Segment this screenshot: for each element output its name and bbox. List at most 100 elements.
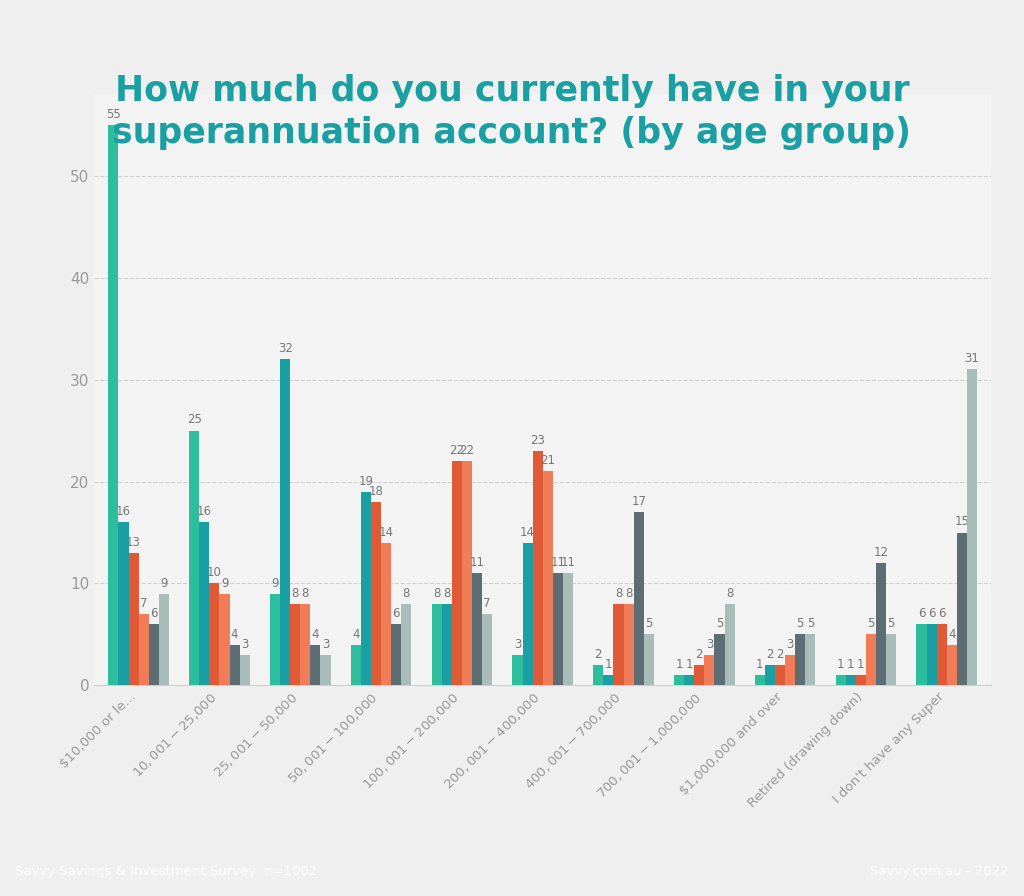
Text: 32: 32 (278, 342, 293, 355)
Bar (310, 644, 321, 685)
Text: 9: 9 (271, 577, 279, 590)
Text: 1: 1 (604, 659, 612, 671)
Text: 22: 22 (450, 444, 464, 457)
Text: 8: 8 (726, 587, 733, 599)
Bar (512, 655, 522, 685)
Text: 6: 6 (928, 607, 935, 620)
Text: 8: 8 (433, 587, 440, 599)
Text: 7: 7 (140, 597, 147, 610)
Bar (927, 625, 937, 685)
Text: 6: 6 (938, 607, 945, 620)
Bar (624, 604, 634, 685)
Text: 9: 9 (221, 577, 228, 590)
Text: How much do you currently have in your
superannuation account? (by age group): How much do you currently have in your s… (113, 74, 911, 150)
Bar (119, 522, 129, 685)
Text: 25: 25 (186, 413, 202, 426)
Text: 6: 6 (918, 607, 926, 620)
Text: 19: 19 (358, 475, 374, 487)
Bar (472, 573, 482, 685)
Bar (109, 125, 119, 685)
Text: 2: 2 (695, 648, 703, 661)
Bar (644, 634, 654, 685)
Bar (209, 583, 219, 685)
Text: 8: 8 (614, 587, 623, 599)
Bar (229, 644, 240, 685)
Text: 5: 5 (888, 617, 895, 631)
Text: 6: 6 (392, 607, 400, 620)
Bar (755, 676, 765, 685)
Bar (613, 604, 624, 685)
Text: 11: 11 (560, 556, 575, 569)
Text: 55: 55 (106, 108, 121, 121)
Bar (219, 594, 229, 685)
Bar (634, 513, 644, 685)
Bar (856, 676, 866, 685)
Bar (866, 634, 877, 685)
Bar (381, 543, 391, 685)
Bar (300, 604, 310, 685)
Bar (836, 676, 846, 685)
Bar (138, 614, 148, 685)
Text: 3: 3 (786, 638, 794, 650)
Bar (553, 573, 563, 685)
Text: 4: 4 (230, 627, 239, 641)
Bar (360, 492, 371, 685)
Bar (281, 359, 290, 685)
Text: 4: 4 (948, 627, 955, 641)
Bar (684, 676, 694, 685)
Bar (775, 665, 785, 685)
Text: 3: 3 (241, 638, 249, 650)
Text: 9: 9 (160, 577, 168, 590)
Bar (705, 655, 715, 685)
Text: 13: 13 (126, 536, 141, 549)
Text: 1: 1 (685, 659, 693, 671)
Bar (796, 634, 805, 685)
Text: 5: 5 (797, 617, 804, 631)
Text: 5: 5 (645, 617, 652, 631)
Text: 18: 18 (369, 485, 383, 498)
Text: 11: 11 (470, 556, 484, 569)
Bar (956, 532, 967, 685)
Text: 10: 10 (207, 566, 222, 580)
Bar (401, 604, 412, 685)
Text: 8: 8 (292, 587, 299, 599)
Bar (290, 604, 300, 685)
Text: 8: 8 (402, 587, 410, 599)
Text: 23: 23 (530, 434, 545, 447)
Bar (522, 543, 532, 685)
Text: Savvy Savings & Investment Survey: n=1002: Savvy Savings & Investment Survey: n=100… (15, 865, 317, 878)
Text: 1: 1 (837, 659, 845, 671)
Text: 7: 7 (483, 597, 490, 610)
Text: 22: 22 (460, 444, 474, 457)
Text: 2: 2 (776, 648, 783, 661)
Bar (129, 553, 138, 685)
Text: 14: 14 (379, 526, 393, 538)
Bar (159, 594, 169, 685)
Text: 3: 3 (706, 638, 713, 650)
Bar (270, 594, 281, 685)
Text: 8: 8 (625, 587, 632, 599)
Text: 4: 4 (311, 627, 319, 641)
Text: 16: 16 (116, 505, 131, 518)
Text: 2: 2 (766, 648, 774, 661)
Bar (877, 563, 886, 685)
Text: Savvy.com.au - 2022: Savvy.com.au - 2022 (870, 865, 1009, 878)
Bar (805, 634, 815, 685)
Text: 14: 14 (520, 526, 536, 538)
Bar (441, 604, 452, 685)
Text: 31: 31 (965, 352, 980, 366)
Bar (189, 431, 200, 685)
Bar (148, 625, 159, 685)
Bar (321, 655, 331, 685)
Text: 6: 6 (151, 607, 158, 620)
Text: 1: 1 (857, 659, 864, 671)
Text: 15: 15 (954, 515, 970, 529)
Text: 1: 1 (676, 659, 683, 671)
Text: 1: 1 (847, 659, 855, 671)
Text: 17: 17 (631, 495, 646, 508)
Bar (886, 634, 896, 685)
Bar (937, 625, 947, 685)
Bar (916, 625, 927, 685)
Bar (452, 461, 462, 685)
Text: 5: 5 (716, 617, 723, 631)
